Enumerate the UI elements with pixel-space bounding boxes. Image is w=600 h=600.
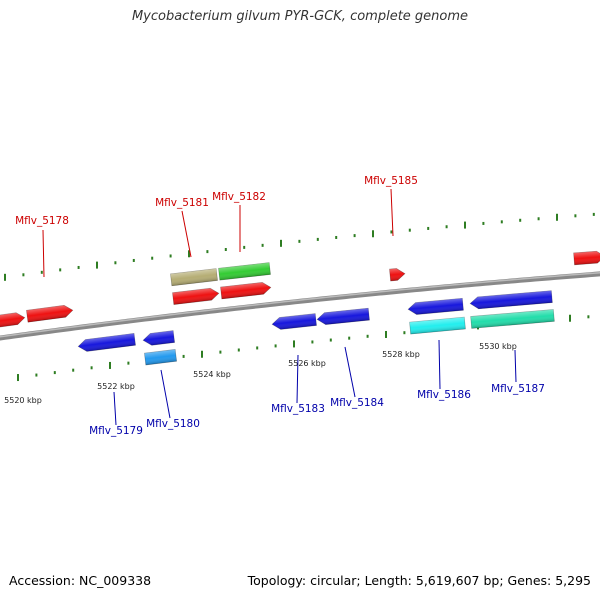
gene-shade bbox=[389, 268, 405, 282]
gene-shade bbox=[0, 312, 25, 330]
gene-arrow-5187 bbox=[470, 309, 555, 329]
gene-label-5180-leader bbox=[160, 369, 171, 419]
gene-arrow-5188 bbox=[573, 250, 600, 266]
gene-label-5186-leader bbox=[438, 339, 441, 390]
gene-shade bbox=[470, 290, 553, 309]
gene-arrow-5183 bbox=[271, 313, 317, 330]
scale-label: 5522 kbp bbox=[97, 382, 135, 391]
gene-arrow-5186b bbox=[407, 297, 464, 315]
gene-shade bbox=[170, 268, 218, 286]
gene-shade bbox=[144, 349, 177, 366]
gene-shade bbox=[78, 333, 136, 352]
gene-arrow-5180b bbox=[142, 330, 175, 346]
gene-label-5180: Mflv_5180 bbox=[146, 418, 200, 430]
gene-label-5183-leader bbox=[296, 354, 299, 404]
accession-text: Accession: NC_009338 bbox=[9, 573, 152, 588]
gene-label-5182: Mflv_5182 bbox=[212, 191, 266, 203]
gene-arrow-5178 bbox=[26, 304, 74, 323]
gene-features bbox=[0, 250, 600, 366]
gene-arrow-5182 bbox=[218, 262, 271, 281]
genome-title: Mycobacterium gilvum PYR-GCK, complete g… bbox=[131, 9, 469, 24]
gene-label-5181: Mflv_5181 bbox=[155, 197, 209, 209]
gene-arrow-5179 bbox=[77, 333, 136, 352]
gene-label-5183: Mflv_5183 bbox=[271, 403, 325, 415]
scale-label: 5520 kbp bbox=[4, 396, 42, 405]
gene-label-5179-leader bbox=[113, 391, 117, 426]
gene-arrow-5177 bbox=[0, 312, 26, 331]
gene-shade bbox=[218, 262, 271, 281]
gene-shade bbox=[573, 251, 600, 265]
gene-arrow-5184 bbox=[316, 307, 370, 325]
gene-shade bbox=[220, 282, 271, 299]
gene-label-5187-leader bbox=[514, 349, 517, 383]
gene-label-5186: Mflv_5186 bbox=[417, 389, 471, 401]
gene-shade bbox=[272, 313, 317, 330]
gene-label-5181-leader bbox=[181, 210, 192, 258]
backbone-highlight bbox=[0, 271, 600, 338]
gene-shade bbox=[409, 317, 466, 335]
gene-label-5179: Mflv_5179 bbox=[89, 425, 143, 437]
gene-shade bbox=[143, 330, 175, 346]
genome-backbone bbox=[0, 271, 600, 341]
backbone-line bbox=[0, 271, 600, 341]
scale-label: 5524 kbp bbox=[193, 370, 231, 379]
gene-shade bbox=[408, 298, 464, 315]
scale-labels: 5520 kbp 5522 kbp 5524 kbp 5526 kbp 5528 kbp… bbox=[4, 342, 517, 405]
gene-label-5178-leader bbox=[42, 229, 45, 278]
gene-label-5184: Mflv_5184 bbox=[330, 397, 384, 409]
gene-label-5185: Mflv_5185 bbox=[364, 175, 418, 187]
gene-arrow-5181b bbox=[172, 287, 220, 305]
gene-arrow-5187b bbox=[469, 290, 553, 310]
scale-label: 5530 kbp bbox=[479, 342, 517, 351]
gene-arrow-5180 bbox=[144, 349, 177, 366]
gene-label-5178: Mflv_5178 bbox=[15, 215, 69, 227]
gene-shade bbox=[172, 288, 219, 305]
topology-text: Topology: circular; Length: 5,619,607 bp… bbox=[247, 573, 591, 588]
gene-shade bbox=[317, 308, 370, 325]
gene-labels: Mflv_5178 Mflv_5181 Mflv_5182 Mflv_5185 Mflv… bbox=[15, 175, 545, 437]
scale-label: 5528 kbp bbox=[382, 350, 420, 359]
gene-arrow-5186 bbox=[409, 316, 466, 335]
gene-shade bbox=[470, 309, 555, 329]
gene-arrow-5182b bbox=[220, 282, 272, 300]
gene-arrow-5181 bbox=[170, 268, 218, 287]
gene-label-5187: Mflv_5187 bbox=[491, 383, 545, 395]
gene-arrow-5185 bbox=[389, 268, 406, 282]
gene-label-5185-leader bbox=[390, 188, 394, 237]
scale-label: 5526 kbp bbox=[288, 359, 326, 368]
gene-label-5184-leader bbox=[344, 346, 356, 398]
gene-shade bbox=[26, 305, 73, 323]
